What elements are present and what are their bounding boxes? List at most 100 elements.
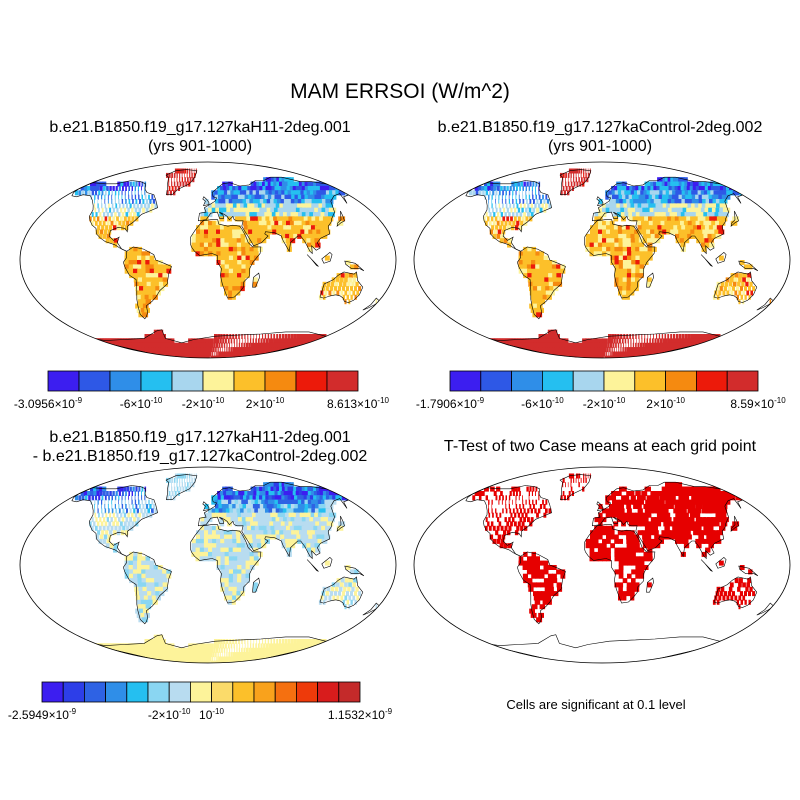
- colorbar-top-left: [47, 370, 359, 392]
- panel-title-bottom-right: T-Test of two Case means at each grid po…: [443, 438, 757, 455]
- colorbar-tick-exponent: -10: [150, 396, 163, 405]
- colorbar-swatch: [480, 370, 512, 392]
- coastline-madagascar: [252, 577, 260, 593]
- colorbar-swatch: [726, 370, 759, 392]
- coastline-eurasia: [197, 481, 352, 560]
- colorbar-tick-base: -6×10: [119, 397, 151, 411]
- colorbar-tick-exponent: -10: [613, 396, 626, 405]
- colorbar-swatch: [695, 370, 728, 392]
- coastline-eurasia: [591, 176, 746, 255]
- coastline-britain: [202, 501, 210, 512]
- coastline-south-america: [517, 246, 566, 320]
- colorbar-tick-label: -3.0956×10-9: [14, 396, 82, 411]
- colorbar-swatch: [317, 681, 340, 703]
- colorbar-tick-exponent: -9: [476, 396, 485, 405]
- colorbar-swatch: [47, 370, 80, 392]
- colorbar-tick-exponent: -9: [384, 707, 393, 716]
- colorbar-tick-exponent: -10: [178, 707, 191, 716]
- figure-title: MAM ERRSOI (W/m^2): [290, 80, 510, 103]
- coastline-north-america: [465, 485, 552, 557]
- map-border: [19, 466, 397, 664]
- panel-title-line1: b.e21.B1850.f19_g17.127kaH11-2deg.001: [49, 429, 351, 446]
- coastline-sumatra: [700, 559, 713, 572]
- coastline-australia: [319, 576, 364, 608]
- colorbar-swatch: [274, 681, 297, 703]
- coastline-australia: [713, 271, 758, 303]
- colorbar-tick-exponent: -9: [68, 707, 77, 716]
- colorbar-swatch: [105, 681, 128, 703]
- coastline-eurasia: [591, 481, 746, 560]
- colorbar-tick-label: 2×10-10: [646, 396, 685, 411]
- colorbar-swatch: [572, 370, 605, 392]
- colorbar-tick-exponent: -10: [272, 396, 285, 405]
- panel-title-line2: - b.e21.B1850.f19_g17.127kaControl-2deg.…: [32, 448, 368, 465]
- colorbar-tick-label: -1.7906×10-9: [416, 396, 484, 411]
- coastline-madagascar: [646, 577, 654, 593]
- map-grid-cells: [472, 473, 756, 623]
- colorbar-labels-bottom-left: -2.5949×10-9 -2×10-10 10-10 1.1532×10-9: [8, 707, 392, 723]
- colorbar-tick-base: 2×10: [245, 397, 273, 411]
- map-grid-cells: [74, 473, 378, 663]
- colorbar-tick-label: -2×10-10: [583, 396, 626, 411]
- colorbar-swatch: [295, 370, 328, 392]
- colorbar-tick-exponent: -10: [673, 396, 685, 405]
- colorbar-swatch: [511, 370, 543, 392]
- coastline-madagascar: [646, 272, 654, 288]
- colorbar-tick-label: -2×10-10: [148, 707, 191, 722]
- coastline-south-america: [123, 551, 172, 625]
- colorbar-swatch: [232, 681, 255, 703]
- colorbar-swatch: [233, 370, 266, 392]
- colorbar-swatch: [140, 370, 173, 392]
- colorbar-tick-base: 1.1532×10: [327, 708, 385, 722]
- colorbar-tick-label: -6×10-10: [120, 396, 163, 411]
- coastline-new-guinea: [344, 260, 365, 272]
- map-top-left: [19, 161, 397, 359]
- coastline-madagascar: [252, 272, 260, 288]
- colorbar-swatch: [542, 370, 574, 392]
- coastline-north-america: [71, 485, 158, 557]
- colorbar-tick-label: 10-10: [199, 707, 224, 722]
- colorbar-tick-base: -3.0956×10: [13, 397, 75, 411]
- colorbar-tick-label: 2×10-10: [246, 396, 285, 411]
- coastline-eurasia: [197, 176, 352, 255]
- panel-title-line1: b.e21.B1850.f19_g17.127kaH11-2deg.001: [49, 119, 351, 136]
- coastline-greenland: [165, 169, 198, 196]
- colorbar-tick-base: 8.59×10: [730, 397, 775, 411]
- coastline-south-america: [517, 551, 566, 625]
- colorbar-tick-base: -2.5949×10: [7, 708, 69, 722]
- map-border: [19, 161, 397, 359]
- coastline-south-america: [123, 246, 172, 320]
- colorbar-swatch: [202, 370, 235, 392]
- coastline-antarctica: [469, 634, 735, 663]
- colorbar-swatch: [211, 681, 234, 703]
- coastline-japan: [730, 210, 739, 228]
- coastline-australia: [713, 576, 758, 608]
- coastline-north-america: [465, 180, 552, 252]
- coastline-north-america: [71, 180, 158, 252]
- coastline-borneo: [715, 251, 727, 264]
- coastline-australia: [319, 271, 364, 303]
- colorbar-tick-label: -2×10-10: [182, 396, 225, 411]
- colorbar-swatch: [126, 681, 149, 703]
- panel-title-top-right: b.e21.B1850.f19_g17.127kaControl-2deg.00…: [400, 118, 800, 156]
- coastline-greenland: [559, 474, 592, 501]
- coastline-sumatra: [306, 254, 319, 267]
- map-bottom-right: [413, 466, 791, 664]
- panel-title-line2: (yrs 901-1000): [147, 138, 253, 155]
- colorbar-tick-base: 8.613×10: [327, 397, 378, 411]
- colorbar-tick-base: -1.7906×10: [415, 397, 477, 411]
- colorbar-swatch: [41, 681, 64, 703]
- significance-note: Cells are significant at 0.1 level: [506, 697, 686, 712]
- colorbar-swatch: [634, 370, 667, 392]
- colorbar-tick-exponent: -9: [74, 396, 83, 405]
- colorbar-swatch: [171, 370, 204, 392]
- coastline-japan: [336, 210, 345, 228]
- colorbar-tick-base: -2×10: [147, 708, 179, 722]
- coastline-greenland: [559, 169, 592, 196]
- colorbar-tick-base: -2×10: [582, 397, 614, 411]
- coastline-japan: [336, 515, 345, 533]
- coastline-africa: [190, 219, 262, 299]
- coastline-sumatra: [306, 559, 319, 572]
- coastline-africa: [584, 524, 656, 604]
- colorbar-labels-top-left: -3.0956×10-9 -6×10-10 -2×10-10 2×10-10 8.613…: [14, 396, 389, 412]
